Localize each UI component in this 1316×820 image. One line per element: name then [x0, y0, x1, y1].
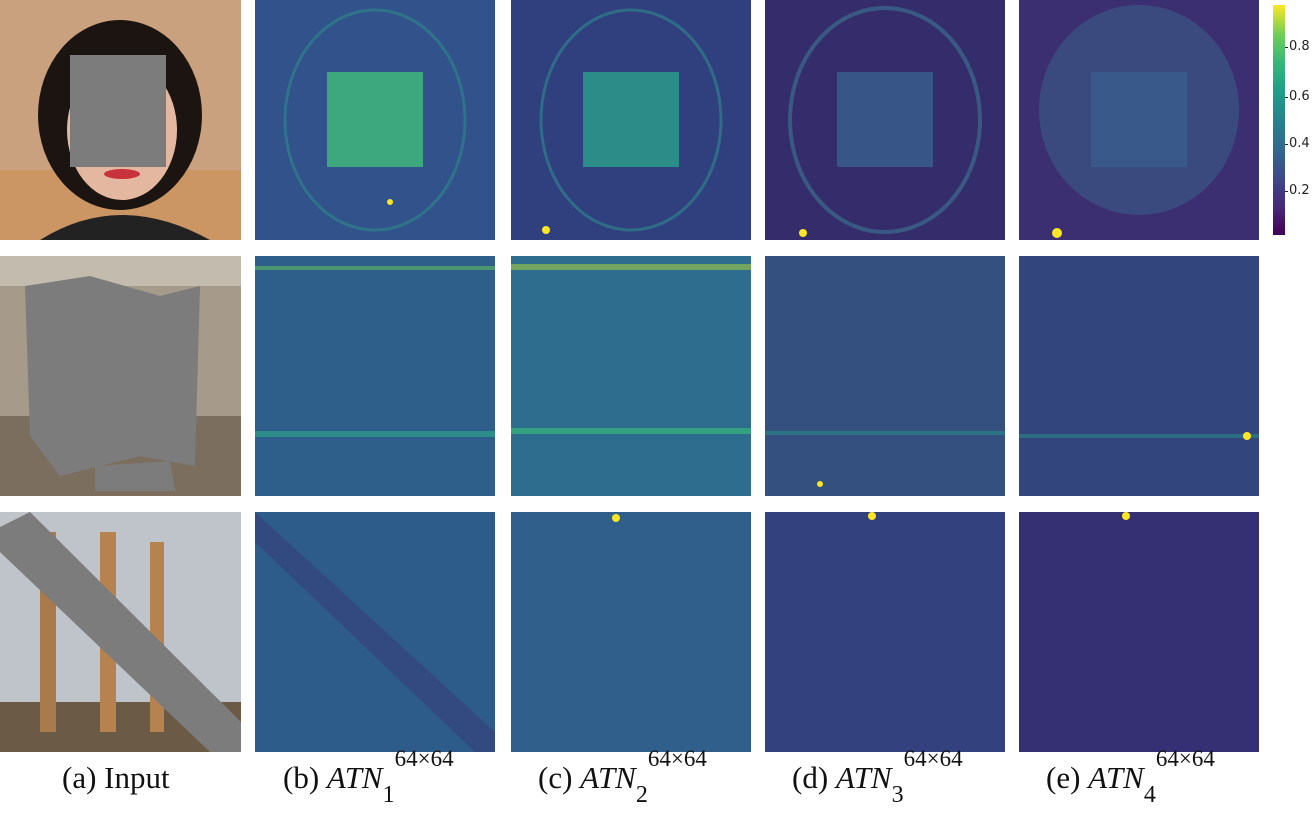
caption-superscript: 64×64: [647, 746, 707, 771]
colorbar-tickmark: [1285, 47, 1288, 48]
input-image-building: [0, 256, 241, 496]
attention-map-face-atn4: [1019, 0, 1259, 240]
input-image-temple: [0, 512, 241, 752]
caption-subscript: 1: [382, 782, 395, 808]
caption-superscript: 64×64: [394, 746, 454, 771]
attention-map-building-atn2: [511, 256, 751, 496]
attention-map-building-atn1: [255, 256, 495, 496]
attention-map-face-atn2: [511, 0, 751, 240]
caption-atn4: (e) ATN4 64×64: [1046, 746, 1215, 808]
caption-superscript: 64×64: [1155, 746, 1215, 771]
colorbar-tick-label: 0.8: [1289, 39, 1310, 54]
caption-prefix: (c): [538, 760, 581, 795]
colorbar-tick-label: 0.6: [1289, 89, 1310, 104]
caption-prefix: (e): [1046, 760, 1089, 795]
attention-map-temple-atn3: [765, 512, 1005, 752]
attention-map-building-atn4: [1019, 256, 1259, 496]
attention-map-temple-atn4: [1019, 512, 1259, 752]
input-image-face: [0, 0, 241, 240]
caption-subscript: 2: [635, 782, 648, 808]
caption-variable: ATN: [326, 760, 383, 795]
colorbar-tickmark: [1285, 97, 1288, 98]
colorbar-tick-label: 0.2: [1289, 183, 1310, 198]
attention-map-temple-atn2: [511, 512, 751, 752]
colorbar-tick-label: 0.4: [1289, 136, 1310, 151]
colorbar-tickmark: [1285, 144, 1288, 145]
caption-text: (a) Input: [62, 760, 170, 795]
attention-map-building-atn3: [765, 256, 1005, 496]
caption-variable: ATN: [1088, 760, 1144, 795]
attention-map-face-atn3: [765, 0, 1005, 240]
colorbar: [1273, 5, 1285, 235]
caption-subscript: 3: [891, 782, 904, 808]
caption-superscript: 64×64: [903, 746, 963, 771]
caption-variable: ATN: [580, 760, 636, 795]
caption-input: (a) Input: [62, 760, 170, 796]
colorbar-tickmark: [1285, 191, 1288, 192]
caption-subscript: 4: [1143, 782, 1156, 808]
attention-map-face-atn1: [255, 0, 495, 240]
caption-atn3: (d) ATN3 64×64: [792, 746, 963, 808]
caption-atn2: (c) ATN2 64×64: [538, 746, 707, 808]
caption-prefix: (b): [283, 760, 327, 795]
attention-map-temple-atn1: [255, 512, 495, 752]
caption-prefix: (d): [792, 760, 836, 795]
caption-variable: ATN: [835, 760, 892, 795]
caption-atn1: (b) ATN1 64×64: [283, 746, 454, 808]
